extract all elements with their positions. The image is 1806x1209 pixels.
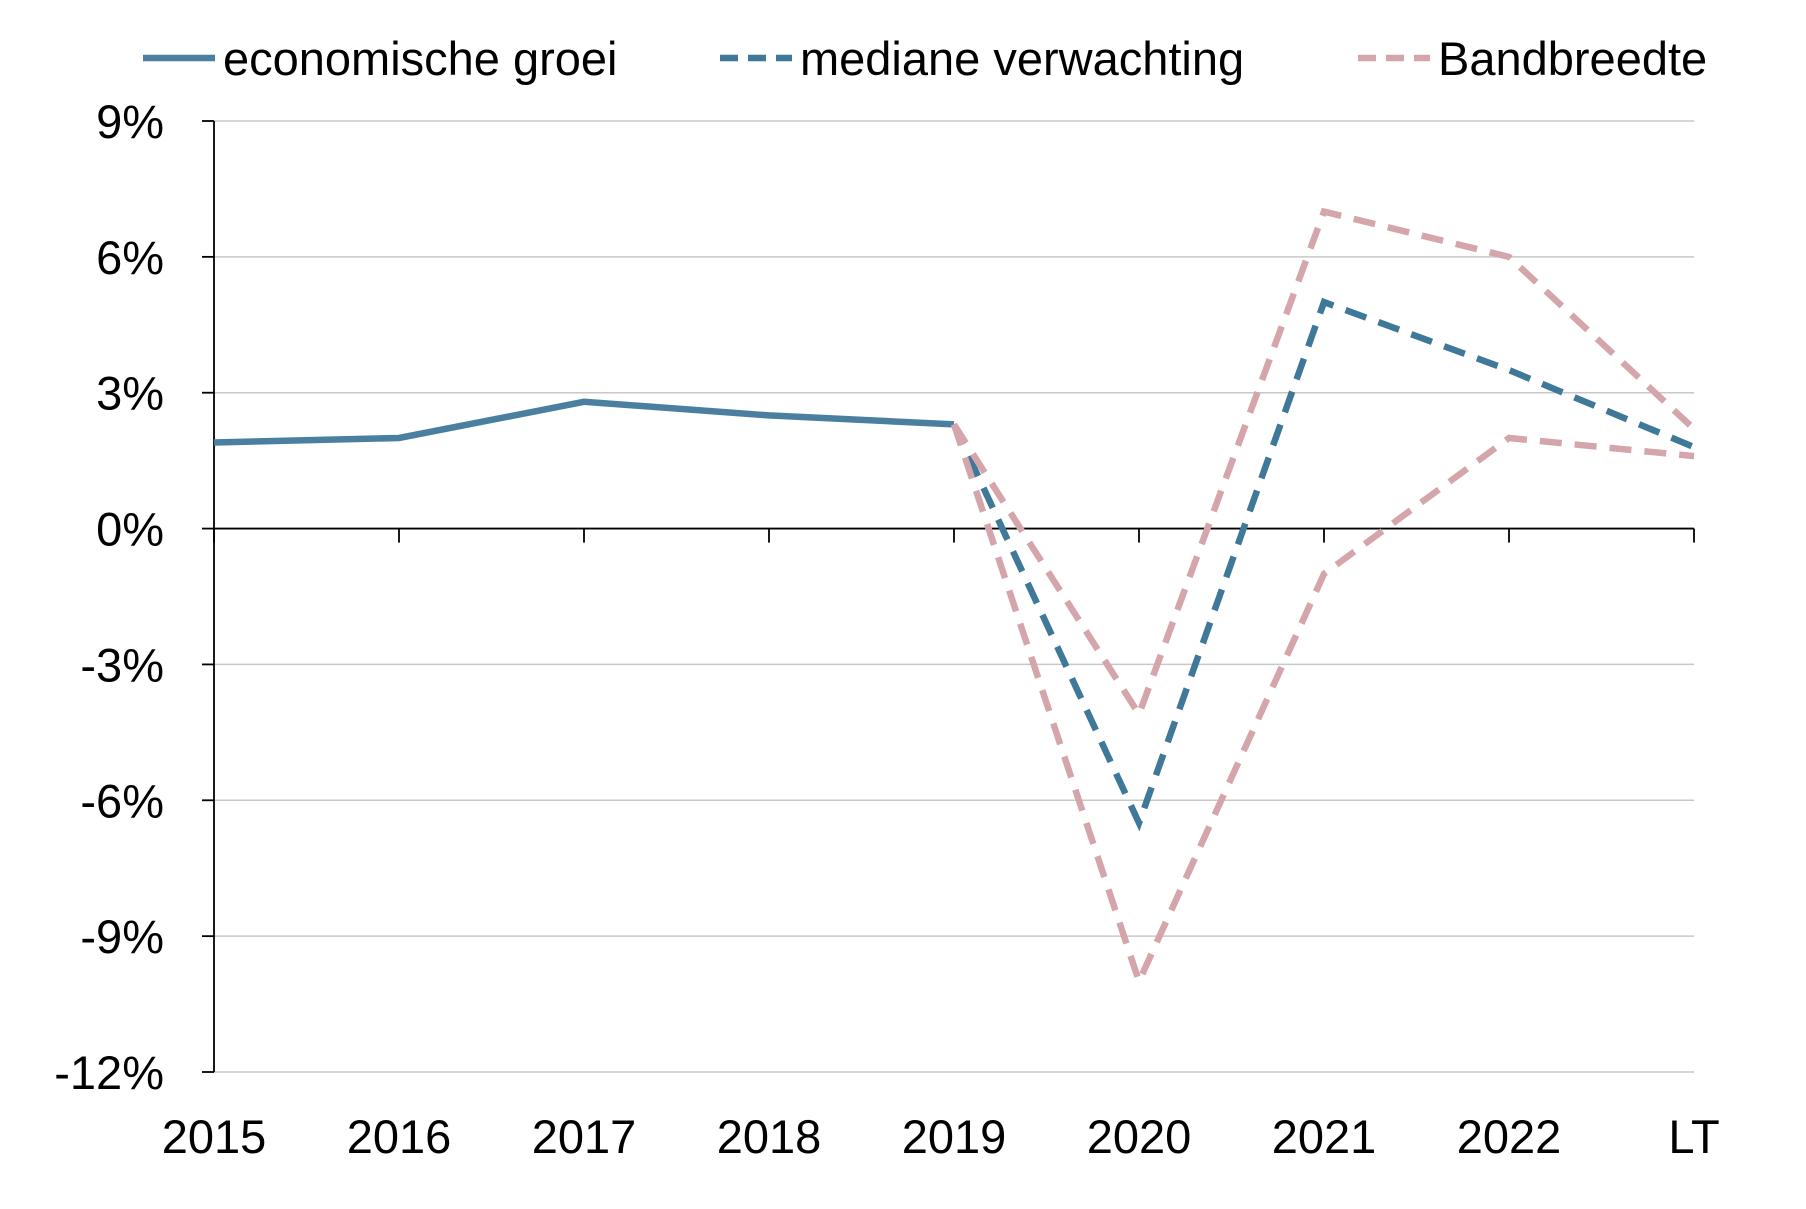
y-tick-labels: 9% 6% 3% 0% -3% -6% -9% -12% (54, 95, 164, 1099)
axes (202, 120, 1695, 1073)
series-line-economische-groei (213, 398, 955, 446)
x-tick-label: 2016 (347, 1110, 452, 1163)
series-line-bandbreedte-lower (950, 423, 1695, 991)
y-tick-label: 3% (96, 367, 164, 420)
y-tick-label: -9% (80, 910, 164, 963)
series-lines (213, 207, 1697, 991)
legend-label: Bandbreedte (1438, 32, 1707, 85)
x-tick-labels: 2015 2016 2017 2018 2019 2020 2021 2022 LT (162, 1110, 1720, 1163)
y-tick-label: -3% (80, 638, 164, 691)
gridlines (214, 120, 1694, 1073)
y-tick-label: -12% (54, 1046, 164, 1099)
x-tick-label: 2021 (1272, 1110, 1377, 1163)
legend: economische groei mediane verwachting Band… (143, 32, 1707, 85)
x-tick-label: 2018 (717, 1110, 822, 1163)
y-tick-label: 0% (96, 503, 164, 556)
legend-label: mediane verwachting (800, 32, 1244, 85)
legend-label: economische groei (223, 32, 618, 85)
x-tick-label: 2019 (902, 1110, 1007, 1163)
x-tick-label: 2022 (1457, 1110, 1562, 1163)
x-tick-label: LT (1668, 1110, 1719, 1163)
series-line-mediane-verwachting (951, 297, 1696, 832)
y-tick-label: 6% (96, 231, 164, 284)
y-tick-label: -6% (80, 774, 164, 827)
x-tick-label: 2020 (1087, 1110, 1192, 1163)
x-tick-label: 2015 (162, 1110, 267, 1163)
y-tick-label: 9% (96, 95, 164, 148)
series-line-bandbreedte (951, 207, 1697, 722)
x-tick-label: 2017 (532, 1110, 637, 1163)
